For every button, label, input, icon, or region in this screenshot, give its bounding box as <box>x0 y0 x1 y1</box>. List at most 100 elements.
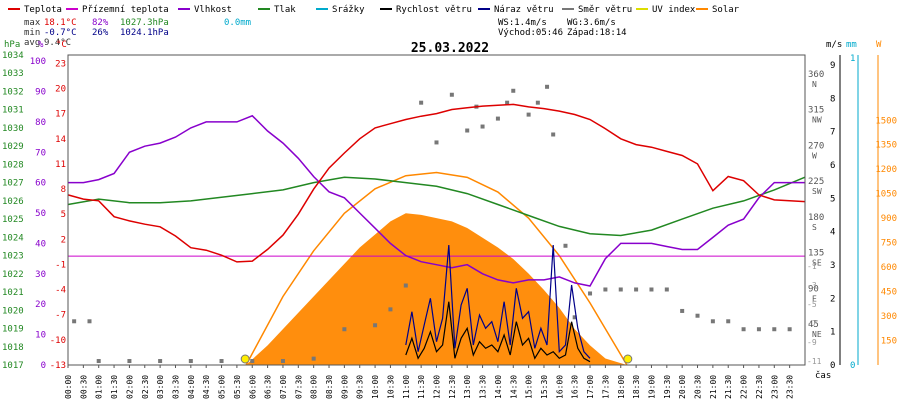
x-tick-label: 12:30 <box>448 375 457 399</box>
solar-area <box>246 213 627 365</box>
temp-tick: -4 <box>55 286 66 296</box>
hum-tick: 0 <box>41 361 46 371</box>
wind-dir-point <box>572 315 577 320</box>
solar-tick: 450 <box>881 288 897 298</box>
temp-tick: -7 <box>55 311 66 321</box>
x-tick-label: 11:00 <box>402 375 411 399</box>
legend: Teplota Přízemní teplota Vlhkost Tlak Srážky… <box>8 5 740 15</box>
wind-dir-point <box>373 323 378 328</box>
legend-label: Přízemní teplota <box>82 5 169 15</box>
wind-dir-point <box>449 92 454 97</box>
humidity-line <box>68 114 805 287</box>
wind-speed-line <box>405 301 591 363</box>
right-temp-tick: -11 <box>807 357 822 366</box>
hum-tick: 50 <box>35 209 46 219</box>
wind-dir-point <box>158 359 163 364</box>
x-tick-label: 18:30 <box>632 375 641 399</box>
x-tick-label: 13:00 <box>463 375 472 399</box>
stat-max-press: 1027.3hPa <box>120 18 169 28</box>
dir-tick: 270 <box>808 141 824 151</box>
right-temp-tick: -7 <box>807 319 817 328</box>
temp-tick: 5 <box>61 210 66 220</box>
wind-dir-point <box>72 319 77 324</box>
press-tick: 1018 <box>2 343 24 353</box>
rain-tick: 1 <box>850 54 855 64</box>
wind-dir-point <box>388 307 393 312</box>
wind-unit: m/s <box>826 40 842 50</box>
wind-dir-point <box>772 327 777 332</box>
right-temp-tick: -5 <box>807 300 817 309</box>
x-tick-label: 17:30 <box>601 375 610 399</box>
wind-dir-point <box>480 124 485 129</box>
x-tick-label: 09:30 <box>356 375 365 399</box>
stats-panel: max 18.1°C 82% 1027.3hPa 0.0mm min -0.7°… <box>24 18 627 48</box>
dir-label: NE <box>812 330 822 339</box>
wind-dir-point <box>680 308 685 313</box>
x-tick-label: 06:00 <box>248 375 257 399</box>
wind-dir-point <box>741 327 746 332</box>
press-tick: 1030 <box>2 124 24 134</box>
stat-max-rain: 0.0mm <box>224 18 251 28</box>
x-tick-label: 23:00 <box>770 375 779 399</box>
solar-tick: 750 <box>881 239 897 249</box>
wind-dir-point <box>342 327 347 332</box>
wind-dir-point <box>465 128 470 133</box>
wind-dir-point <box>535 100 540 105</box>
wind-dir-point <box>726 319 731 324</box>
wind-dir-point <box>563 243 568 248</box>
press-tick: 1026 <box>2 197 24 207</box>
wind-dir-point <box>787 327 792 332</box>
wind-dir-point <box>87 319 92 324</box>
press-tick: 1022 <box>2 270 24 280</box>
stat-ws: WS:1.4m/s <box>498 18 547 28</box>
wind-dir-point <box>96 359 101 364</box>
dir-label: SE <box>812 259 822 268</box>
x-tick-label: 20:00 <box>678 375 687 399</box>
legend-label: Směr větru <box>578 5 632 15</box>
wind-tick: 5 <box>830 194 835 204</box>
wind-dir-point <box>280 359 285 364</box>
x-tick-label: 12:00 <box>433 375 442 399</box>
wind-tick: 3 <box>830 261 835 271</box>
x-tick-label: 00:30 <box>79 375 88 399</box>
dir-tick: 225 <box>808 177 824 187</box>
wind-dir-point <box>551 132 556 137</box>
x-tick-label: 18:00 <box>617 375 626 399</box>
x-tick-label: 09:00 <box>340 375 349 399</box>
hum-tick: 100 <box>30 57 46 67</box>
temp-tick: 17 <box>55 110 66 120</box>
stat-max-hum: 82% <box>92 18 109 28</box>
press-unit: hPa <box>4 40 20 50</box>
rain-unit: mm <box>846 40 857 50</box>
temperature-line <box>67 103 806 263</box>
press-tick: 1019 <box>2 325 24 335</box>
x-tick-label: 16:00 <box>555 375 564 399</box>
x-tick-label: 15:00 <box>525 375 534 399</box>
x-tick-label: 13:30 <box>479 375 488 399</box>
solar-tick: 150 <box>881 337 897 347</box>
temp-unit: °C <box>56 40 67 50</box>
dir-label: E <box>812 294 817 303</box>
dir-label: W <box>812 151 817 160</box>
x-tick-label: 04:00 <box>187 375 196 399</box>
temp-tick: 23 <box>55 59 66 69</box>
solar-tick: 300 <box>881 312 897 322</box>
wind-dir-point <box>545 84 550 89</box>
dir-tick: 360 <box>808 70 824 80</box>
solar-tick: 1500 <box>875 116 897 126</box>
stat-min-label: min <box>24 28 40 38</box>
x-tick-label: 11:30 <box>417 375 426 399</box>
temp-tick: 20 <box>55 85 66 95</box>
temp-tick: -1 <box>55 260 66 270</box>
dir-label: NW <box>812 116 822 125</box>
stat-max-temp: 18.1°C <box>44 18 77 28</box>
solar-tick: 1050 <box>875 190 897 200</box>
wind-dir-point <box>695 313 700 318</box>
hum-tick: 80 <box>35 118 46 128</box>
wind-dir-point <box>511 88 516 93</box>
axes: hPa% °C1034103310321031103010291028102710… <box>2 40 897 399</box>
right-temp-tick: -3 <box>807 281 817 290</box>
hum-tick: 20 <box>35 300 46 310</box>
dir-tick: 180 <box>808 213 824 223</box>
dir-label: N <box>812 80 817 89</box>
